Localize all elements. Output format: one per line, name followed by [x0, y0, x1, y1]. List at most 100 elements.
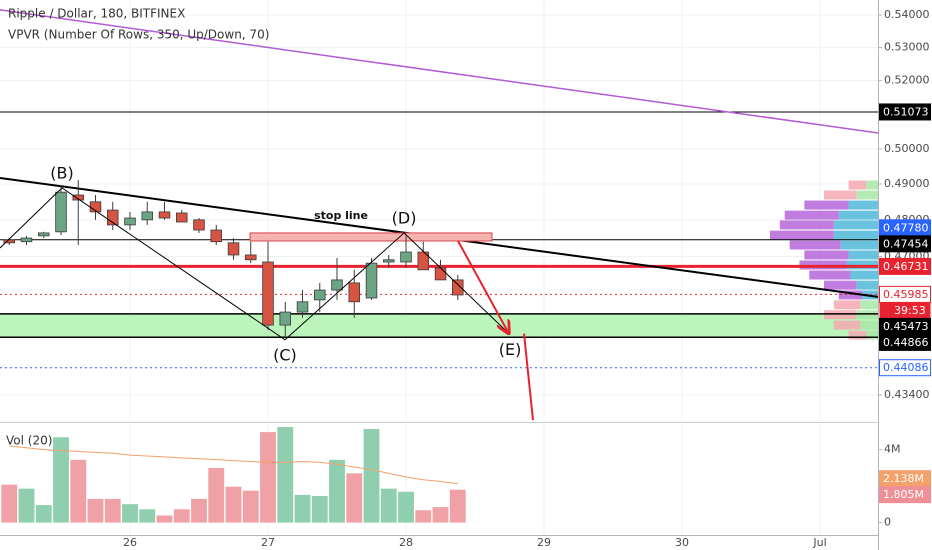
candle-body: [141, 211, 154, 221]
vpvr-down: [770, 230, 834, 240]
candle-body: [296, 301, 309, 313]
volume-bar: [398, 491, 414, 523]
y-tick-label: 0.53000: [884, 41, 930, 54]
vpvr-down: [804, 250, 849, 260]
vpvr-up: [838, 210, 878, 220]
volume-tick-label: 4M: [884, 443, 901, 456]
volume-bar: [208, 468, 225, 523]
vpvr-down: [784, 210, 839, 220]
volume-bar: [346, 473, 363, 523]
candle-body: [279, 311, 292, 326]
volume-bar: [35, 505, 52, 523]
vpvr-up: [856, 190, 878, 200]
candle-body: [227, 242, 240, 256]
vpvr-down: [848, 180, 867, 190]
candle-body: [434, 267, 447, 281]
price-label-box: [879, 103, 931, 121]
candle-body: [124, 217, 136, 226]
volume-bar: [294, 494, 311, 523]
vpvr-down: [824, 310, 857, 320]
candle-body: [193, 219, 205, 231]
candle-body: [210, 229, 223, 243]
candle-body: [158, 211, 171, 219]
price-axis-bg: [878, 0, 932, 550]
vpvr-up: [856, 310, 878, 320]
vpvr-up: [833, 230, 878, 240]
volume-bar: [311, 495, 328, 523]
volume-bar: [122, 504, 138, 523]
vpvr-down: [824, 280, 857, 290]
price-label-box: [879, 333, 931, 351]
price-label: 0.47454: [883, 237, 929, 250]
vpvr-down: [809, 270, 851, 280]
trendline: [0, 9, 879, 134]
stop-box: [249, 232, 493, 242]
x-tick-label: 27: [261, 536, 275, 549]
y-tick-label: 0.54000: [884, 8, 930, 21]
volume-bar: [329, 459, 345, 523]
stop-label: stop line: [314, 209, 368, 222]
price-label: 0.45985: [883, 288, 929, 301]
price-label: 0.51073: [883, 105, 929, 118]
volume-bar: [87, 498, 104, 523]
x-tick-label: 29: [537, 536, 551, 549]
volume-bar: [242, 490, 259, 523]
candle-body: [38, 232, 50, 237]
x-tick-label: 28: [399, 536, 413, 549]
price-label-box: [879, 359, 931, 377]
candle-body: [383, 259, 395, 263]
volume-title: Vol (20): [6, 434, 52, 448]
volume-bar: [70, 459, 87, 523]
candle-body: [452, 279, 464, 296]
vpvr-down: [833, 300, 861, 310]
arrow: [457, 240, 508, 332]
grid-layer: [0, 0, 878, 535]
vpvr-down: [789, 240, 841, 250]
candle-body: [314, 289, 326, 301]
volume-tick-label: 0: [884, 516, 891, 529]
y-tick-label: 0.52000: [884, 74, 930, 87]
vpvr-up: [848, 250, 878, 260]
zone: [0, 313, 878, 338]
price-label: 0.44866: [883, 336, 929, 349]
vpvr-up: [856, 280, 878, 290]
volume-bar: [18, 488, 35, 523]
price-label: 1.805M: [883, 488, 924, 501]
volume-bar: [415, 510, 432, 523]
vpvr-up: [866, 180, 878, 190]
candle-body: [400, 251, 412, 263]
volume-bar: [53, 437, 69, 523]
candle-body: [3, 239, 15, 244]
x-tick-label: 26: [123, 536, 137, 549]
volume-bar: [1, 484, 18, 523]
price-label-box: [879, 235, 931, 253]
chart-subtitle: VPVR (Number Of Rows, 350, Up/Down, 70): [8, 28, 269, 42]
price-label-box: [879, 486, 931, 504]
x-tick-label: 30: [675, 536, 689, 549]
candle-body: [331, 279, 343, 291]
candle-body: [176, 212, 188, 223]
vpvr-up: [866, 330, 878, 340]
volume-bar: [380, 488, 397, 523]
wave-label: (C): [273, 345, 297, 364]
price-label: 0.46731: [883, 260, 929, 273]
volume-bar: [191, 498, 207, 523]
vpvr-up: [833, 220, 878, 230]
axis-layer: 26 27 28 29 30 Jul 0.54000 0.53000 0.52000 0.5000…: [123, 8, 931, 549]
vpvr-down: [848, 330, 867, 340]
volume-bar: [260, 432, 276, 523]
volume-bar: [156, 515, 173, 523]
candle-body: [365, 262, 378, 299]
wave-label: (B): [50, 163, 73, 182]
wave-label: (E): [499, 340, 522, 359]
price-label: 0.44086: [883, 361, 929, 374]
candle-body: [245, 254, 257, 261]
candle-body: [348, 282, 361, 303]
price-label: 0.47780: [883, 221, 929, 234]
vpvr-up: [860, 300, 878, 310]
vpvr-down: [833, 320, 861, 330]
candle-body: [262, 261, 274, 326]
vpvr-down: [804, 200, 849, 210]
arrow: [523, 333, 534, 421]
